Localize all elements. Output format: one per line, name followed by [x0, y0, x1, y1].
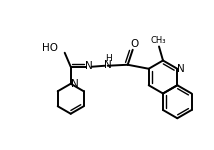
- Text: HO: HO: [42, 43, 58, 53]
- Text: O: O: [131, 39, 139, 49]
- Text: H: H: [105, 54, 112, 63]
- Text: N: N: [71, 79, 79, 89]
- Text: CH₃: CH₃: [150, 36, 166, 45]
- Text: N: N: [85, 61, 93, 71]
- Text: N: N: [177, 64, 185, 74]
- Text: N: N: [104, 60, 111, 70]
